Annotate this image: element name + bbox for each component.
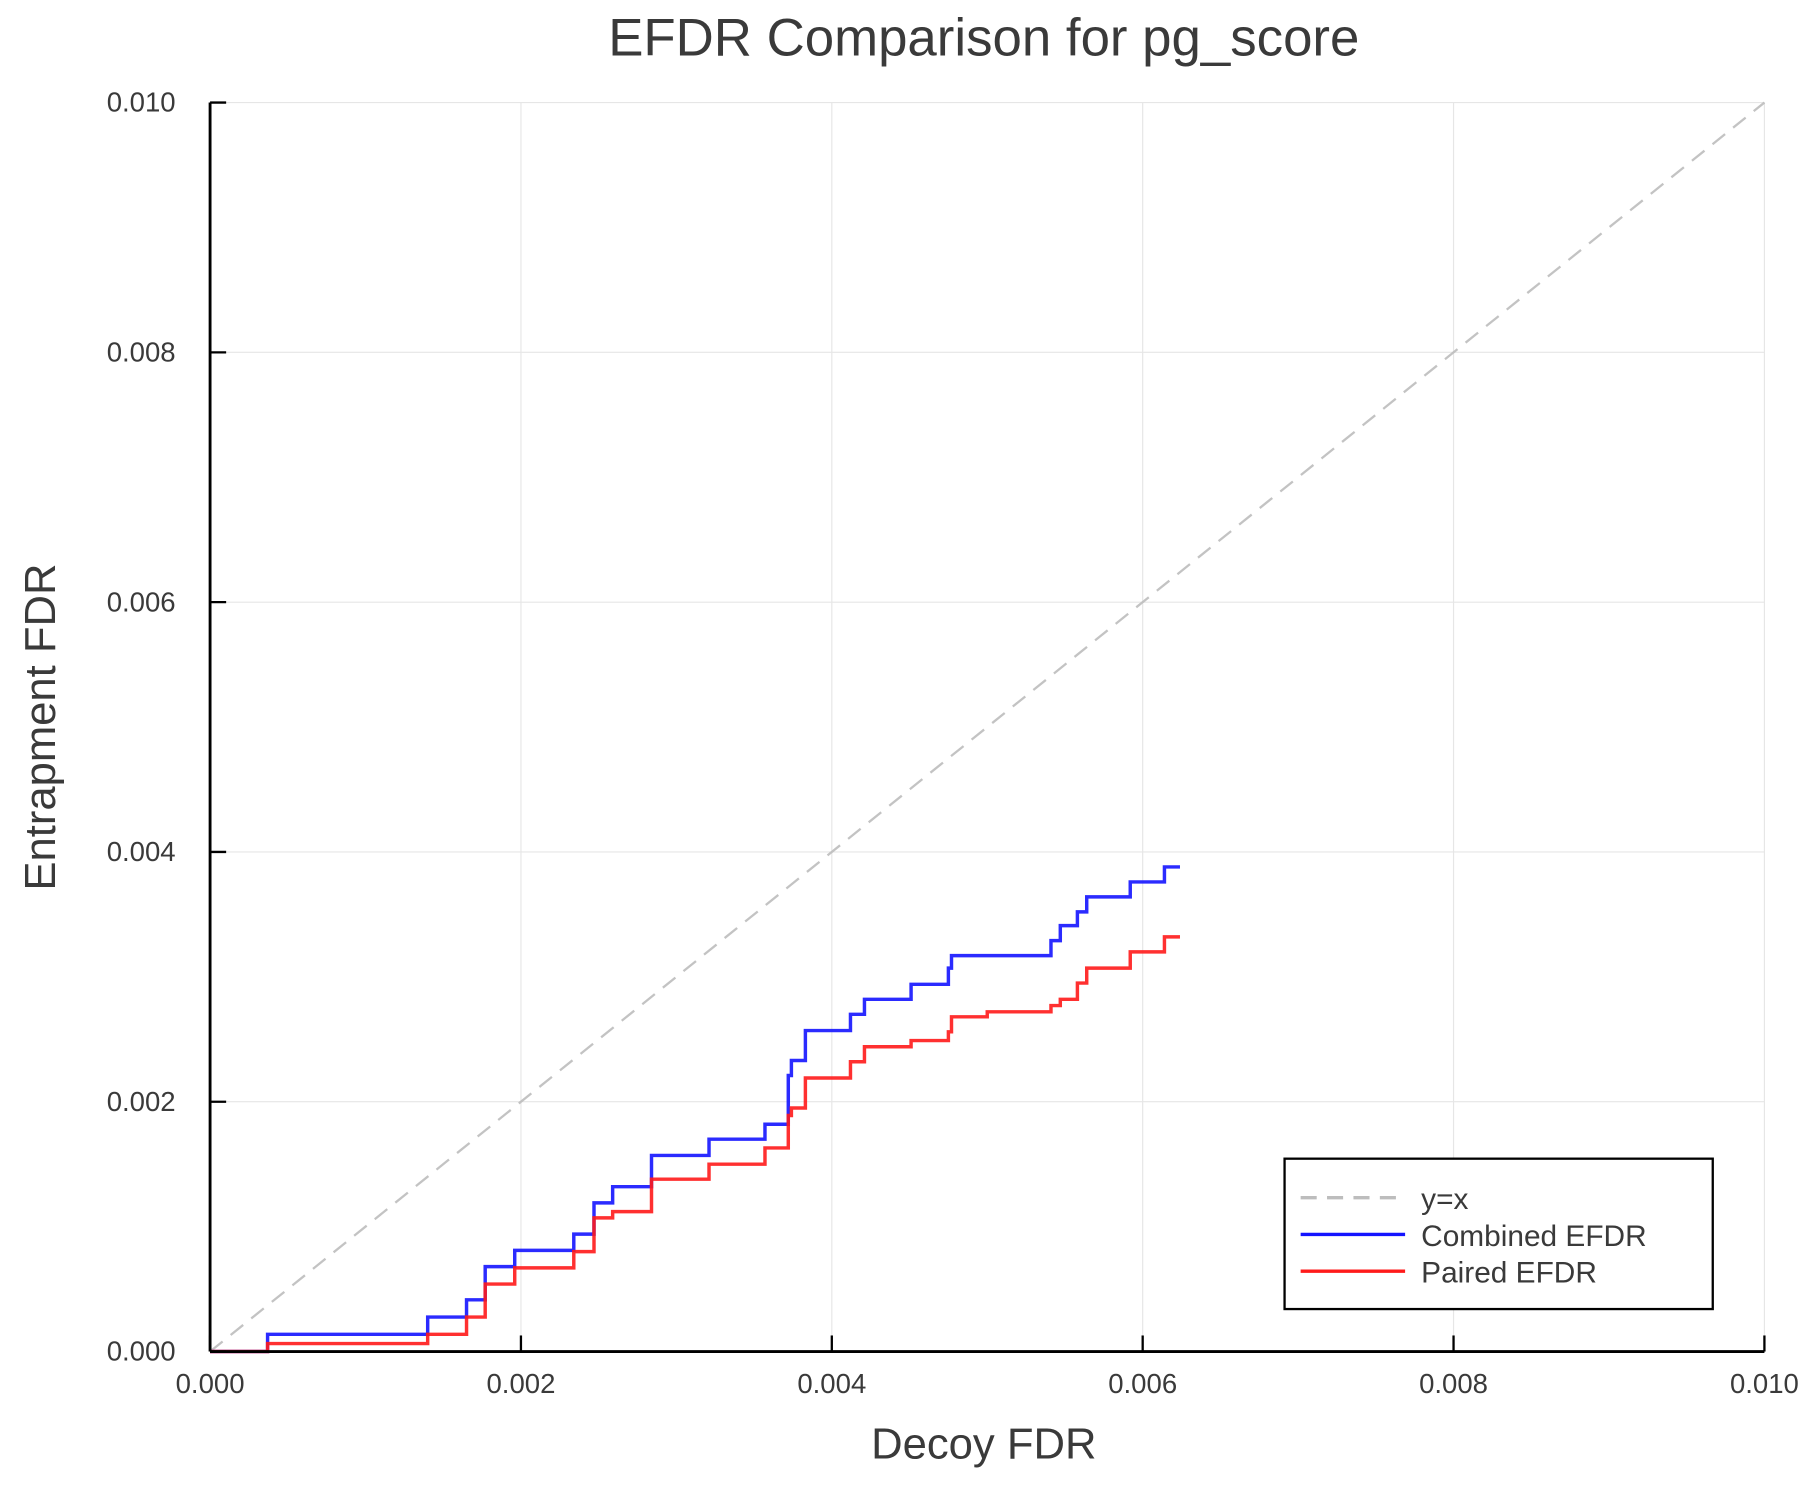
x-tick-label: 0.008	[1419, 1368, 1488, 1399]
legend-label: Paired EFDR	[1421, 1257, 1597, 1290]
y-tick-label: 0.006	[107, 586, 176, 617]
legend-label: y=x	[1421, 1183, 1468, 1216]
axes: 0.000 0.002 0.004 0.006 0.008 0.010 0.000 0.002…	[107, 87, 1799, 1399]
x-tick-label: 0.004	[797, 1368, 866, 1399]
series-line-y-x	[209, 101, 1766, 1353]
series-line-combined-efdr	[210, 865, 1180, 1354]
y-tick-label: 0.002	[107, 1086, 176, 1117]
y-tick-label: 0.008	[107, 337, 176, 368]
y-tick-label: 0.004	[107, 836, 176, 867]
legend: y=x Combined EFDR Paired EFDR	[1283, 1157, 1714, 1311]
series-group	[209, 101, 1766, 1354]
x-axis-label: Decoy FDR	[871, 1420, 1096, 1468]
x-tick-label: 0.010	[1730, 1368, 1799, 1399]
x-tick-label: 0.000	[176, 1368, 245, 1399]
y-tick-label: 0.000	[107, 1336, 176, 1367]
y-tick-label: 0.010	[107, 87, 176, 118]
series-line-paired-efdr	[210, 935, 1180, 1354]
x-tick-label: 0.006	[1108, 1368, 1177, 1399]
chart-title: EFDR Comparison for pg_score	[608, 8, 1359, 67]
legend-label: Combined EFDR	[1421, 1220, 1646, 1253]
x-tick-label: 0.002	[486, 1368, 555, 1399]
y-axis-label: Entrapment FDR	[17, 563, 65, 890]
